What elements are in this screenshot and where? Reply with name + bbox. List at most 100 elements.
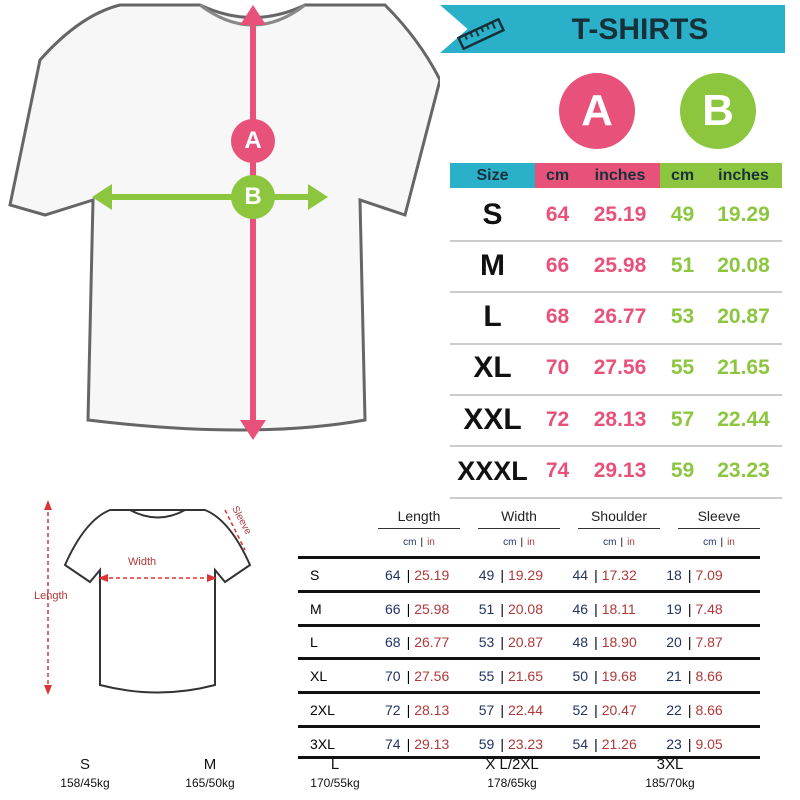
cell-cm: 50 <box>572 668 589 685</box>
cell-cm: 52 <box>572 701 589 718</box>
cell-b-cm: 55 <box>670 356 695 380</box>
cell-a-cm: 68 <box>545 305 570 329</box>
cell-b-cm: 59 <box>670 459 695 482</box>
cell-in: 7.48 <box>695 600 723 617</box>
size-row: S 64 25.19 49 19.29 <box>450 189 782 242</box>
cell-pair: 44 | 17.32 <box>573 567 667 583</box>
cell-b-cm: 53 <box>670 305 695 329</box>
cell-sep: | <box>406 600 411 617</box>
cell-pair: 22 | 8.66 <box>666 702 760 718</box>
cell-sep: | <box>687 566 692 583</box>
cell-pair: 51 | 20.08 <box>479 601 573 617</box>
cell-b-inches: 23.23 <box>717 459 770 482</box>
cell-sep: | <box>406 701 411 718</box>
body-size-label: X L/2XL <box>485 756 539 773</box>
cell-cm: 68 <box>385 634 401 651</box>
marker-b: B <box>231 175 275 219</box>
cell-pair: 46 | 18.11 <box>573 601 667 617</box>
cell-in: 9.05 <box>695 735 723 752</box>
cell-sep: | <box>594 600 598 617</box>
cell-pair: 68 | 26.77 <box>385 634 479 650</box>
header-b-cm: cm <box>660 163 705 188</box>
cell-b-cm: 57 <box>670 407 695 431</box>
cell-in: 20.08 <box>507 600 544 617</box>
cell-size: XXL <box>463 402 522 436</box>
small-tshirt-diagram <box>44 500 252 695</box>
cell-cm: 57 <box>478 701 495 718</box>
size-row: M 66 25.98 51 20.08 <box>450 240 782 294</box>
cell-pair: 64 | 25.19 <box>385 567 479 583</box>
cell-in: 28.13 <box>414 701 450 718</box>
cell-cm: 23 <box>666 735 682 752</box>
table-bottom-rule <box>298 756 760 759</box>
cell-in: 21.65 <box>507 668 544 685</box>
cell-in: 29.13 <box>414 735 450 752</box>
header-size: Size <box>450 163 535 188</box>
cell-a-inches: 26.77 <box>593 305 647 329</box>
cell-pair: 53 | 20.87 <box>479 634 573 650</box>
cell-in: 18.11 <box>601 600 636 617</box>
cell-a-cm: 70 <box>545 356 570 380</box>
cell-pair: 18 | 7.09 <box>666 567 760 583</box>
cell-pair: 74 | 29.13 <box>385 736 479 752</box>
cell-cm: 74 <box>385 735 401 752</box>
cell-in: 27.56 <box>414 668 450 685</box>
unit-label: cm | in <box>478 537 560 548</box>
cell-sep: | <box>500 668 504 685</box>
unit-cm: cm <box>603 537 617 548</box>
cell-pair: 23 | 9.05 <box>666 736 760 752</box>
table-row: 2XL 72 | 28.13 57 | 22.44 52 | 20.47 22 | 8.66 <box>298 691 760 726</box>
cell-pair: 57 | 22.44 <box>479 702 573 718</box>
unit-in: in <box>627 537 635 548</box>
legend-b: B <box>680 73 756 149</box>
cell-in: 17.32 <box>601 566 637 583</box>
cell-sep: | <box>500 735 504 752</box>
width-label: Width <box>128 556 157 568</box>
cell-cm: 46 <box>572 600 589 617</box>
cell-sep: | <box>687 600 692 617</box>
body-height-weight: 165/50kg <box>185 776 235 790</box>
cell-b-inches: 19.29 <box>717 202 770 226</box>
cell-b-cm: 51 <box>670 253 695 277</box>
column-header-sleeve: Sleeve <box>678 508 760 529</box>
unit-sep: | <box>720 537 724 548</box>
cell-pair: 54 | 21.26 <box>573 736 667 752</box>
body-height-weight: 178/65kg <box>487 776 537 790</box>
size-row: XXL 72 28.13 57 22.44 <box>450 394 782 448</box>
cell-size: S <box>482 197 503 231</box>
cell-cm: 49 <box>478 566 495 583</box>
length-label: Length <box>34 590 68 602</box>
cell-a-inches: 28.13 <box>593 407 647 431</box>
cell-pair: 49 | 19.29 <box>479 567 573 583</box>
cell-cm: 44 <box>572 566 589 583</box>
body-size-label: 3XL <box>656 756 684 773</box>
cell-sep: | <box>500 701 504 718</box>
cell-b-inches: 20.87 <box>717 305 770 329</box>
body-size-label: S <box>79 756 90 773</box>
cell-a-inches: 25.98 <box>593 253 647 277</box>
cell-a-cm: 74 <box>545 459 570 482</box>
cell-pair: 48 | 18.90 <box>573 634 667 650</box>
unit-in: in <box>727 537 735 548</box>
cell-size: M <box>310 600 322 617</box>
unit-cm: cm <box>403 537 417 548</box>
legend-a: A <box>559 73 635 149</box>
cell-cm: 54 <box>572 735 589 752</box>
cell-size: L <box>310 634 318 651</box>
cell-sep: | <box>687 634 692 651</box>
cell-cm: 64 <box>385 566 401 583</box>
cell-cm: 19 <box>666 600 682 617</box>
cell-sep: | <box>406 634 411 651</box>
cell-in: 22.44 <box>507 701 544 718</box>
tshirt-diagram <box>8 3 440 440</box>
unit-label: cm | in <box>378 537 460 548</box>
cell-in: 8.66 <box>695 668 723 685</box>
cell-a-cm: 72 <box>545 407 570 431</box>
cell-sep: | <box>687 701 692 718</box>
cell-cm: 66 <box>385 600 401 617</box>
cell-b-cm: 49 <box>670 202 695 226</box>
cell-size: S <box>310 566 320 583</box>
cell-in: 8.66 <box>695 701 723 718</box>
table-row: 3XL 74 | 29.13 59 | 23.23 54 | 21.26 23 | 9.05 <box>298 725 760 760</box>
unit-label: cm | in <box>578 537 660 548</box>
